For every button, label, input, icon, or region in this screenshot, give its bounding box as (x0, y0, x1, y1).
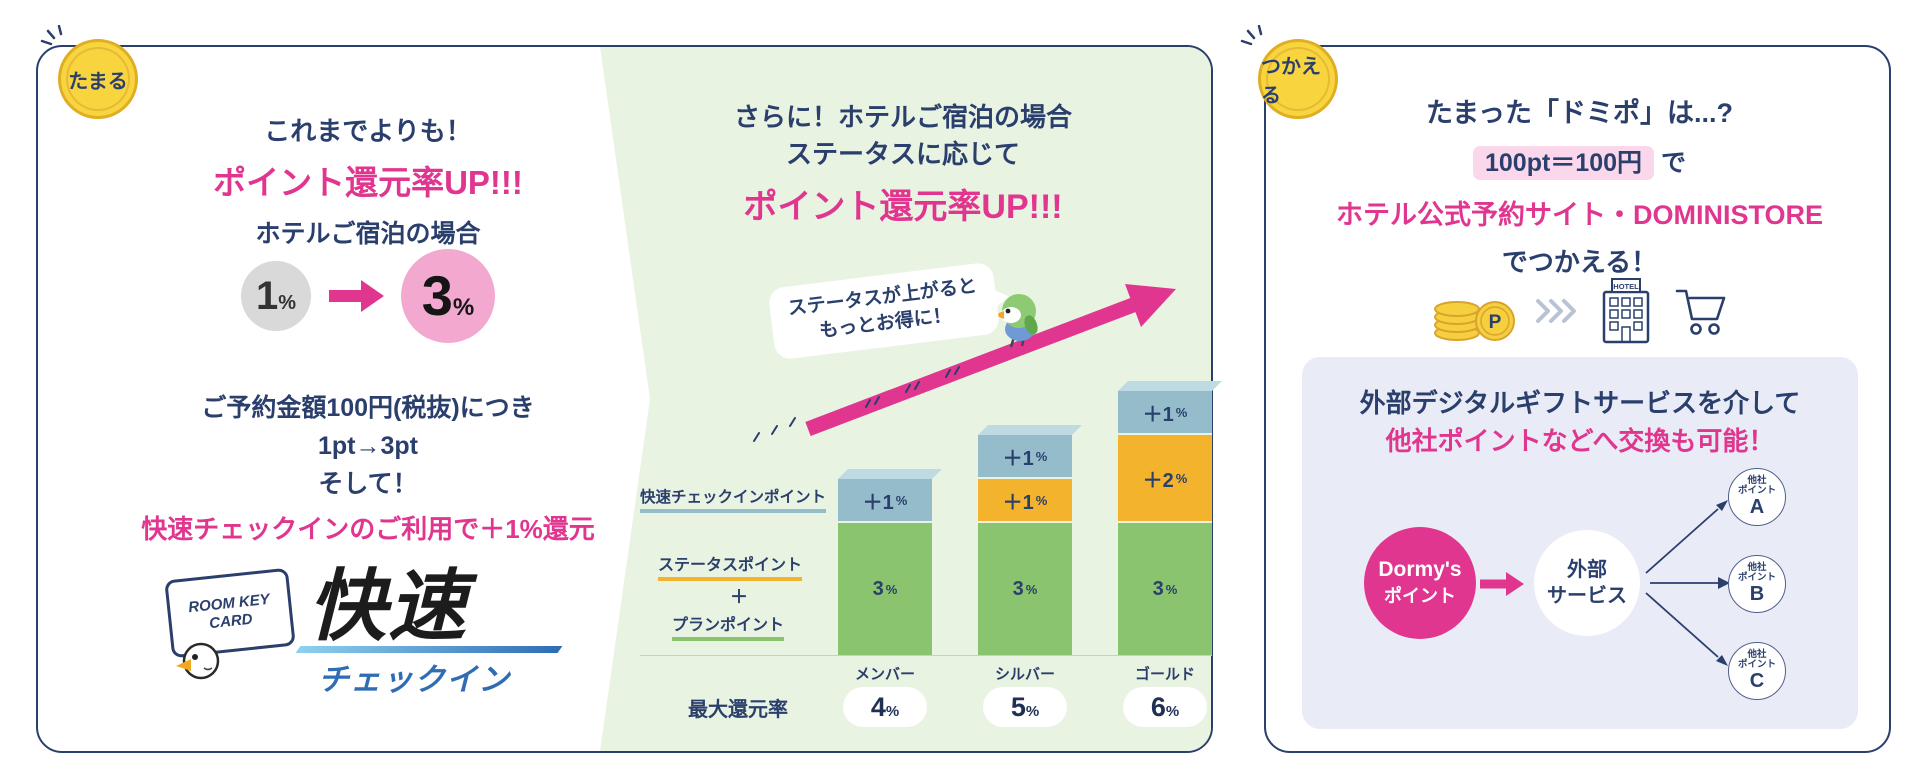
dormys-point-circle: Dormy's ポイント (1364, 527, 1476, 639)
bar-total-badge: 4% (843, 687, 927, 727)
coin-badge-circle: たまる (58, 39, 138, 119)
chart-row-label: ＋ (730, 587, 748, 607)
external-service-line2: サービス (1547, 585, 1627, 607)
rate-up-arrow-icon (329, 280, 384, 312)
use-headline: たまった「ドミポ」は...? 100pt＝100円 で ホテル公式予約サイト・D… (1276, 91, 1883, 279)
logo-swoosh (295, 646, 563, 653)
earn-detail-checkin-bonus: 快速チェックインのご利用で＋1%還元 (141, 514, 595, 544)
earn-details: ご予約金額100円(税抜)につき 1pt→3pt そして！ 快速チェックインのご… (58, 389, 678, 546)
partner-point-circle: 他社 ポイント C (1728, 642, 1786, 700)
old-rate-unit: % (278, 292, 297, 314)
bar-column: 3% ＋1% ＋1% シルバー 5% (978, 425, 1082, 727)
shopping-cart-icon (1675, 289, 1725, 335)
status-headline-line2: ステータスに応じて (785, 139, 1020, 169)
status-bar-chart: 3% ＋1% メンバー 4% 3% ＋1% ＋1% シルバー 5% 3% ＋2% ＋1% ゴールド 6% (838, 381, 1222, 727)
use-rate-line: 100pt＝100円 で (1276, 143, 1883, 180)
chart-baseline (640, 655, 1212, 656)
old-rate-circle: 1% (241, 261, 311, 331)
use-card: つかえる たまった「ドミポ」は...? 100pt＝100円 で ホテル公式予約… (1240, 25, 1893, 753)
bar-stack: 3% ＋1% ＋1% (978, 425, 1082, 655)
sparkle-icon (40, 25, 63, 46)
use-badge: つかえる (1240, 25, 1338, 119)
bar-total-badge: 6% (1123, 687, 1207, 727)
new-rate-unit: % (452, 294, 475, 321)
old-rate-value: 1 (255, 274, 279, 318)
external-service-circle: 外部 サービス (1534, 530, 1640, 636)
bar-segment: ＋1% (838, 479, 932, 523)
sparkle-icon (1240, 25, 1263, 46)
bar-top-face (838, 469, 942, 479)
earn-badge-label: たまる (68, 70, 128, 93)
bar-segment: ＋2% (1118, 435, 1212, 523)
point-coins-icon: P (1433, 301, 1515, 341)
use-sites-line: ホテル公式予約サイト・DOMINISTORE (1335, 200, 1823, 230)
new-rate-value: 3 (421, 264, 453, 327)
mascot-face-icon (176, 642, 220, 680)
bird-mascot-icon (994, 294, 1038, 348)
hotel-sign-text: HOTEL (1613, 282, 1639, 291)
new-rate-circle: 3% (401, 249, 495, 343)
chart-row-label: 快速チェックインポイント (640, 485, 827, 513)
use-badge-label: つかえる (1261, 56, 1321, 107)
kaisoku-checkin-logo: ROOM KEY CARD 快速 チェックイン (164, 552, 598, 697)
fan-arrows-icon (1645, 500, 1730, 666)
max-rate-label: 最大還元率 (688, 699, 788, 721)
bar-category-label: メンバー (854, 666, 915, 683)
earn-headline-line1: これまでよりも！ (264, 116, 472, 146)
bar-stack: 3% ＋2% ＋1% (1118, 381, 1222, 655)
status-headline: さらに！ホテルご宿泊の場合 ステータスに応じて ポイント還元率UP!!! (603, 99, 1203, 228)
status-headline-rateup: ポイント還元率UP!!! (743, 188, 1063, 226)
bar-top-face (1118, 381, 1222, 391)
bar-category-label: ゴールド (1134, 666, 1195, 683)
earn-detail-line3: そして！ (318, 470, 418, 498)
earn-headline-rateup: ポイント還元率UP!!! (213, 164, 523, 201)
earn-detail-line2: 1pt→3pt (318, 432, 418, 460)
exchange-line2: 他社ポイントなどへ交換も可能！ (1385, 426, 1775, 456)
exchange-arrow-icon (1480, 572, 1524, 596)
bar-segment: ＋1% (978, 479, 1072, 523)
bar-segment: 3% (978, 523, 1072, 655)
use-headline-line4: でつかえる！ (1501, 247, 1658, 277)
bar-segment: 3% (1118, 523, 1212, 655)
bar-column: 3% ＋1% メンバー 4% (838, 469, 942, 727)
hotel-building-icon: HOTEL (1602, 278, 1649, 344)
logo-sub-text: チェックイン (318, 662, 510, 697)
external-service-line1: 外部 (1567, 559, 1607, 581)
room-key-card-text2: CARD (208, 610, 254, 633)
climbing-arrow-graphic (753, 284, 1176, 442)
bar-segment: ＋1% (978, 435, 1072, 479)
logo-main-text: 快速 (308, 562, 469, 650)
partner-point-circle: 他社 ポイント A (1728, 468, 1786, 526)
coin-badge-circle: つかえる (1258, 39, 1338, 119)
partner-point-circle: 他社 ポイント B (1728, 555, 1786, 613)
rate-highlight: 100pt＝100円 (1473, 146, 1655, 180)
use-headline-line1: たまった「ドミポ」は...? (1425, 98, 1734, 128)
earn-headline: これまでよりも！ ポイント還元率UP!!! ホテルご宿泊の場合 (58, 111, 678, 250)
earn-card: たまる これまでよりも！ ポイント還元率UP!!! ホテルご宿泊の場合 1% 3… (36, 25, 1222, 753)
bar-segment: ＋1% (1118, 391, 1212, 435)
dormys-point-line2: ポイント (1384, 586, 1456, 606)
triple-chevron-icon (1535, 299, 1576, 323)
bar-total-badge: 5% (983, 687, 1067, 727)
bar-column: 3% ＋2% ＋1% ゴールド 6% (1118, 381, 1222, 727)
earn-detail-line1: ご予約金額100円(税抜)につき (201, 394, 535, 422)
bar-category-label: シルバー (994, 666, 1055, 683)
dormys-point-line1: Dormy's (1378, 558, 1462, 581)
earn-headline-line3: ホテルご宿泊の場合 (255, 220, 481, 248)
usage-icons-row: P HOTEL (1266, 277, 1893, 345)
earn-badge: たまる (40, 25, 138, 119)
coin-letter: P (1488, 312, 1501, 333)
rate-highlight-suffix: で (1660, 149, 1686, 177)
exchange-panel: 外部デジタルギフトサービスを介して 他社ポイントなどへ交換も可能！ Dormy'… (1302, 357, 1858, 729)
partner-points-group: 他社 ポイント A 他社 ポイント B 他社 ポイント C (1302, 357, 1858, 729)
bar-top-face (978, 425, 1082, 435)
exchange-line1: 外部デジタルギフトサービスを介して (1359, 388, 1801, 418)
rate-change-row: 1% 3% (58, 249, 678, 343)
bar-stack: 3% ＋1% (838, 469, 942, 655)
status-headline-line1: さらに！ホテルご宿泊の場合 (733, 102, 1072, 132)
chart-row-label: ステータスポイント (658, 551, 803, 581)
chart-row-label: プランポイント (672, 611, 785, 641)
bar-segment: 3% (838, 523, 932, 655)
